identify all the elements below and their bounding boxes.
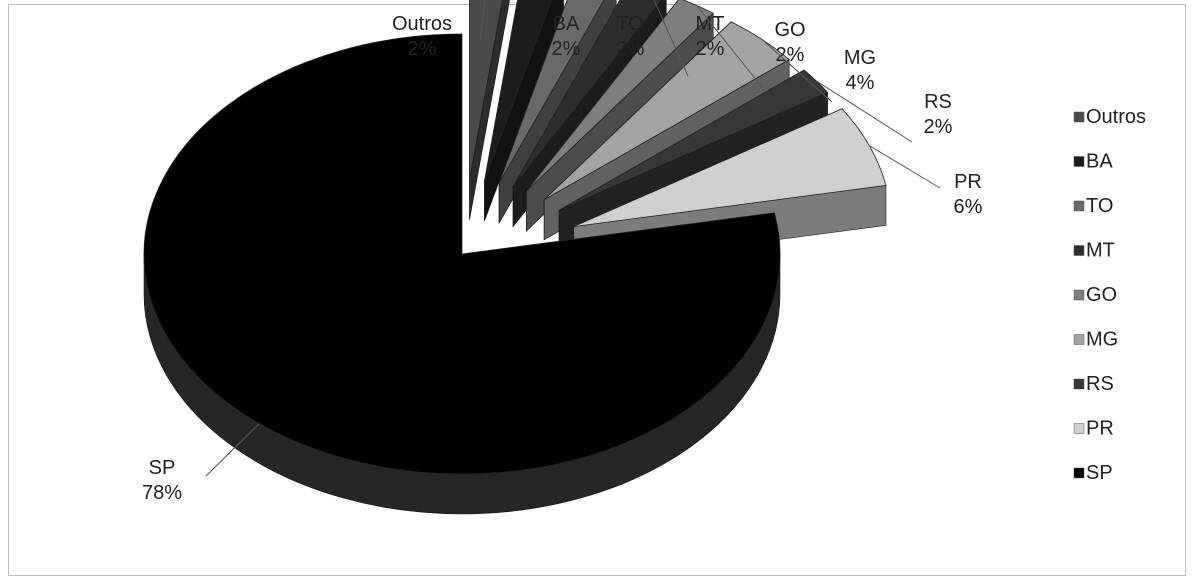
slice-top-to [498, 0, 605, 184]
data-label-name-mg: MG [844, 47, 876, 69]
data-label-name-pr: PR [954, 171, 982, 193]
data-label-value-mg: 4% [846, 72, 875, 94]
legend-swatch-pr [1073, 423, 1085, 434]
slice-top-mg [543, 21, 790, 201]
slice-top-sp [143, 33, 781, 475]
data-label-name-sp: SP [149, 457, 176, 479]
data-label-value-outros: 2% [408, 38, 437, 60]
pie-slices [143, 0, 887, 515]
slice-outros [469, 0, 510, 220]
legend-swatch-go [1073, 289, 1085, 301]
legend-label-to: TO [1086, 195, 1113, 217]
legend-swatch-rs [1073, 378, 1085, 390]
legend-swatch-ba [1073, 156, 1085, 167]
leader-line-mg [761, 39, 833, 103]
data-label-value-to: 2% [616, 38, 645, 60]
slice-rs [558, 69, 829, 251]
slice-top-outros [469, 0, 503, 180]
slice-top-pr [573, 108, 887, 228]
legend-swatch-outros [1073, 111, 1085, 123]
legend-swatch-sp [1073, 467, 1085, 479]
leader-line-pr [868, 145, 941, 189]
legend-label-mg: MG [1086, 329, 1118, 351]
slice-top-ba [484, 0, 553, 182]
legend-label-pr: PR [1086, 418, 1114, 440]
data-label-name-outros: Outros [392, 13, 452, 35]
legend-swatch-mt [1073, 245, 1085, 256]
data-label-name-go: GO [774, 19, 805, 41]
data-labels: Outros 2% BA 2% TO 2% MT 2% GO 2% MG 4% RS 2% PR 6% SP 78… [142, 0, 983, 504]
data-label-name-to: TO [616, 13, 643, 35]
data-label-value-mt: 2% [696, 38, 725, 60]
leader-line-outros [479, 0, 486, 43]
legend-label-sp: SP [1086, 462, 1113, 484]
data-label-name-rs: RS [924, 91, 952, 113]
data-label-value-rs: 2% [924, 116, 953, 138]
data-label-name-mt: MT [696, 13, 725, 35]
leader-line-mt [653, 0, 689, 77]
legend-label-mt: MT [1086, 240, 1115, 262]
leader-line-sp [205, 423, 260, 477]
slice-top-mt [512, 0, 662, 187]
data-label-value-pr: 6% [954, 196, 983, 218]
slice-ba [484, 0, 564, 222]
data-label-value-go: 2% [776, 44, 805, 66]
legend-swatch-mg [1073, 334, 1085, 345]
legend-label-go: GO [1086, 284, 1117, 306]
data-label-value-sp: 78% [142, 482, 182, 504]
slice-top-rs [558, 69, 829, 211]
data-label-name-ba: BA [553, 13, 580, 35]
legend-label-ba: BA [1086, 151, 1113, 173]
legend-label-rs: RS [1086, 373, 1114, 395]
legend-swatch-to [1073, 200, 1085, 212]
slice-sp [143, 33, 781, 515]
leader-line-rs [816, 80, 913, 143]
legend: Outros BA TO MT GO MG RS PR SP [1073, 106, 1146, 484]
legend-label-outros: Outros [1086, 106, 1146, 128]
leader-line-go [696, 5, 767, 93]
data-label-value-ba: 2% [552, 38, 581, 60]
